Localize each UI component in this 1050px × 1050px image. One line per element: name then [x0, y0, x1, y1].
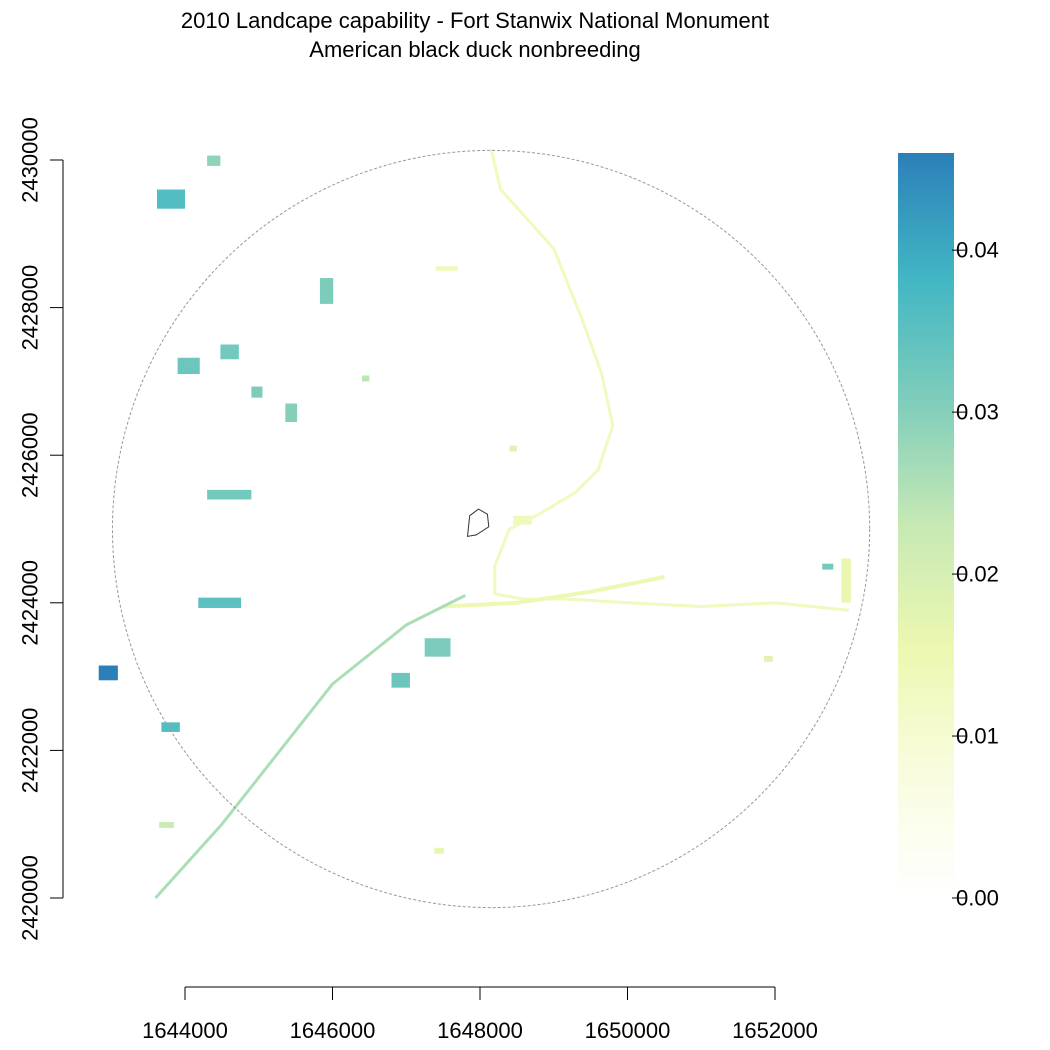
y-axis: 2420000 2422000 2424000 2426000 2428000 24300… — [18, 117, 64, 941]
x-tick-label: 1652000 — [732, 1018, 818, 1043]
habitat-patch — [513, 515, 532, 525]
habitat-patch — [98, 665, 118, 681]
x-axis: 1644000 1646000 1648000 1650000 1652000 — [142, 986, 818, 1043]
habitat-patch — [177, 357, 200, 375]
color-legend: 0.00 0.01 0.02 0.03 0.04 — [898, 153, 999, 911]
habitat-patch — [434, 847, 444, 854]
habitat-patch — [841, 558, 851, 603]
study-area-circle — [111, 149, 871, 909]
y-tick-label: 2422000 — [18, 708, 43, 794]
habitat-patch — [207, 489, 252, 500]
habitat-patch — [509, 445, 517, 452]
habitat-patch — [763, 655, 773, 662]
title-line-1: 2010 Landcape capability - Fort Stanwix … — [180, 8, 770, 33]
legend-tick-label: 0.03 — [956, 400, 999, 425]
x-tick-label: 1648000 — [437, 1018, 523, 1043]
road-feature — [154, 594, 466, 900]
map-title: 2010 Landcape capability - Fort Stanwix … — [0, 6, 950, 64]
habitat-patch — [251, 386, 263, 398]
legend-tick-label: 0.04 — [956, 238, 999, 263]
monument-boundary — [466, 508, 490, 538]
canal-feature — [442, 575, 665, 609]
habitat-patch — [198, 597, 242, 608]
habitat-patch — [220, 344, 239, 360]
x-tick-label: 1646000 — [290, 1018, 376, 1043]
legend-tick-label: 0.00 — [956, 886, 999, 911]
x-tick-label: 1650000 — [585, 1018, 671, 1043]
habitat-patch — [362, 375, 370, 382]
x-axis-ticks: 1644000 1646000 1648000 1650000 1652000 — [142, 987, 818, 1043]
y-tick-label: 2426000 — [18, 412, 43, 498]
y-tick-label: 2424000 — [18, 560, 43, 646]
habitat-patch — [207, 155, 221, 166]
linear-features — [154, 148, 849, 900]
habitat-patch — [285, 403, 298, 422]
title-line-2: American black duck nonbreeding — [309, 37, 641, 62]
habitat-patch — [424, 638, 451, 657]
legend-ticks: 0.00 0.01 0.02 0.03 0.04 — [952, 238, 999, 911]
habitat-patches — [98, 155, 851, 854]
river-feature — [489, 148, 849, 612]
habitat-patch — [156, 189, 185, 209]
habitat-patch — [319, 278, 334, 304]
legend-colorbar — [898, 153, 954, 898]
habitat-patch — [159, 821, 174, 828]
legend-tick-label: 0.01 — [956, 724, 999, 749]
y-tick-label: 2420000 — [18, 855, 43, 941]
habitat-patch — [435, 266, 458, 271]
legend-tick-label: 0.02 — [956, 562, 999, 587]
habitat-patch — [161, 722, 180, 732]
y-tick-label: 2428000 — [18, 265, 43, 351]
habitat-patch — [391, 672, 410, 688]
habitat-patch — [822, 563, 834, 570]
y-axis-ticks: 2420000 2422000 2424000 2426000 2428000 24300… — [18, 117, 63, 941]
y-tick-label: 2430000 — [18, 117, 43, 203]
x-tick-label: 1644000 — [142, 1018, 228, 1043]
